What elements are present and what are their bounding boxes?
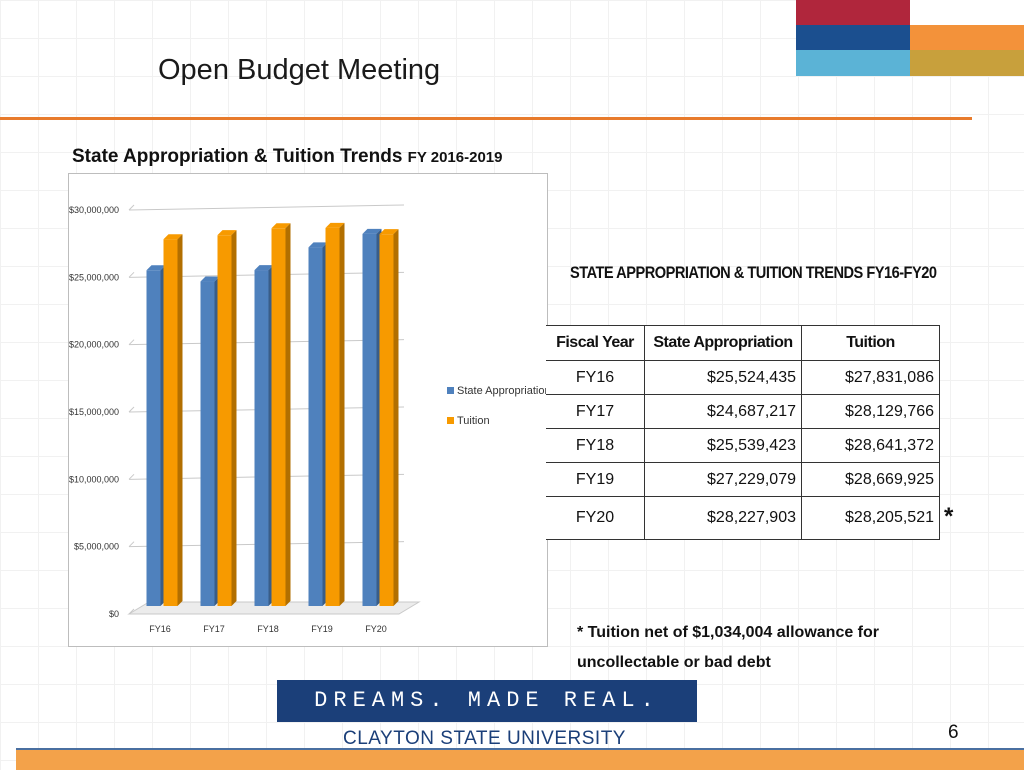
table-row: FY20 $28,227,903 $28,205,521 <box>546 496 940 540</box>
legend-swatch <box>447 387 454 394</box>
table-row: FY19 $27,229,079 $28,669,925 <box>546 462 940 497</box>
tuition-bar <box>217 235 232 606</box>
table-header-cell: State Appropriation <box>644 325 802 361</box>
gridline-side <box>128 406 135 413</box>
table-cell: FY16 <box>546 360 645 395</box>
x-tick-label: FY17 <box>203 624 225 634</box>
state-appropriation-bar <box>362 233 377 606</box>
bar-top <box>200 276 220 282</box>
color-block-navy <box>796 25 910 50</box>
y-tick-label: $0 <box>109 609 119 619</box>
section-heading-sub: FY 2016-2019 <box>407 149 503 166</box>
table-cell: $28,669,925 <box>801 462 940 497</box>
gridline-side <box>128 204 135 211</box>
bar-top <box>146 265 166 271</box>
table-row: FY16 $25,524,435 $27,831,086 <box>546 360 940 395</box>
y-tick-label: $5,000,000 <box>74 542 119 552</box>
bar-top <box>379 229 399 235</box>
bar-top <box>325 222 345 228</box>
table-cell: $28,227,903 <box>644 496 802 540</box>
table-cell: $28,129,766 <box>801 394 940 429</box>
state-appropriation-bar <box>254 270 269 606</box>
footer-bar <box>16 748 1024 770</box>
section-heading: State Appropriation & Tuition Trends FY … <box>72 146 502 168</box>
tuition-bar <box>271 228 286 606</box>
bar-side <box>393 229 399 606</box>
bar-side <box>339 222 345 606</box>
bar-chart: $0 $5,000,000 $10,000,000 $15,000,000 $20,00… <box>68 173 549 647</box>
y-tick-label: $20,000,000 <box>69 340 119 350</box>
table-cell: $28,641,372 <box>801 428 940 463</box>
trend-table: Fiscal Year State Appropriation Tuition … <box>546 325 940 540</box>
gridline-side <box>128 271 135 278</box>
slide-number: 6 <box>948 722 959 743</box>
table-cell: $27,229,079 <box>644 462 802 497</box>
state-appropriation-bar <box>146 270 161 606</box>
legend-label: State Appropriation <box>457 385 549 397</box>
page-title: Open Budget Meeting <box>158 54 441 86</box>
x-tick-label: FY16 <box>149 624 171 634</box>
table-cell: FY18 <box>546 428 645 463</box>
gridline-side <box>128 473 135 480</box>
table-cell: FY19 <box>546 462 645 497</box>
table-header-cell: Tuition <box>801 325 940 361</box>
color-block-gold <box>910 50 1024 76</box>
table-cell: FY20 <box>546 496 645 540</box>
table-header-row: Fiscal Year State Appropriation Tuition <box>546 325 940 361</box>
y-tick-label: $15,000,000 <box>69 407 119 417</box>
x-tick-label: FY19 <box>311 624 333 634</box>
y-tick-label: $10,000,000 <box>69 474 119 484</box>
bar-top <box>271 223 291 229</box>
state-appropriation-bar <box>200 281 215 606</box>
bar-side <box>177 234 183 606</box>
title-divider <box>0 117 972 120</box>
footnote: * Tuition net of $1,034,004 allowance fo… <box>577 624 880 671</box>
state-appropriation-bar <box>308 247 323 606</box>
table-cell: $25,524,435 <box>644 360 802 395</box>
gridline-side <box>128 541 135 548</box>
slogan-text: DREAMS. MADE REAL. <box>314 688 660 713</box>
x-tick-label: FY18 <box>257 624 279 634</box>
color-block-white <box>910 0 1024 25</box>
y-tick-label: $25,000,000 <box>69 272 119 282</box>
color-block-red <box>796 0 910 25</box>
gridline <box>128 204 405 211</box>
color-block-lightblue <box>796 50 910 76</box>
table-title: STATE APPROPRIATION & TUITION TRENDS FY1… <box>570 263 937 282</box>
table-cell: FY17 <box>546 394 645 429</box>
table-cell: $24,687,217 <box>644 394 802 429</box>
bar-top <box>308 242 328 248</box>
brand-color-blocks <box>796 0 1024 76</box>
tuition-bar <box>163 239 178 606</box>
slogan-banner: DREAMS. MADE REAL. <box>277 680 697 722</box>
color-block-orange <box>910 25 1024 50</box>
table-cell: $25,539,423 <box>644 428 802 463</box>
tuition-bar <box>379 234 394 606</box>
table-row: FY17 $24,687,217 $28,129,766 <box>546 394 940 429</box>
section-heading-main: State Appropriation & Tuition Trends <box>72 146 403 167</box>
table-row: FY18 $25,539,423 $28,641,372 <box>546 428 940 463</box>
footnote-asterisk: * <box>944 503 954 530</box>
bar-side <box>285 223 291 606</box>
legend-label: Tuition <box>457 415 490 427</box>
bar-top <box>362 228 382 234</box>
y-tick-label: $30,000,000 <box>69 205 119 215</box>
tuition-bar <box>325 227 340 606</box>
legend-swatch <box>447 417 454 424</box>
table-cell: $27,831,086 <box>801 360 940 395</box>
university-name: CLAYTON STATE UNIVERSITY <box>343 728 626 749</box>
bar-chart-svg: $0 $5,000,000 $10,000,000 $15,000,000 $20,00… <box>69 204 549 634</box>
bar-top <box>163 234 183 240</box>
table-cell: $28,205,521 <box>801 496 940 540</box>
x-tick-label: FY20 <box>365 624 387 634</box>
bar-side <box>231 230 237 606</box>
table-header-cell: Fiscal Year <box>546 325 645 361</box>
bar-top <box>254 265 274 271</box>
gridline-side <box>128 339 135 346</box>
bar-top <box>217 230 237 236</box>
